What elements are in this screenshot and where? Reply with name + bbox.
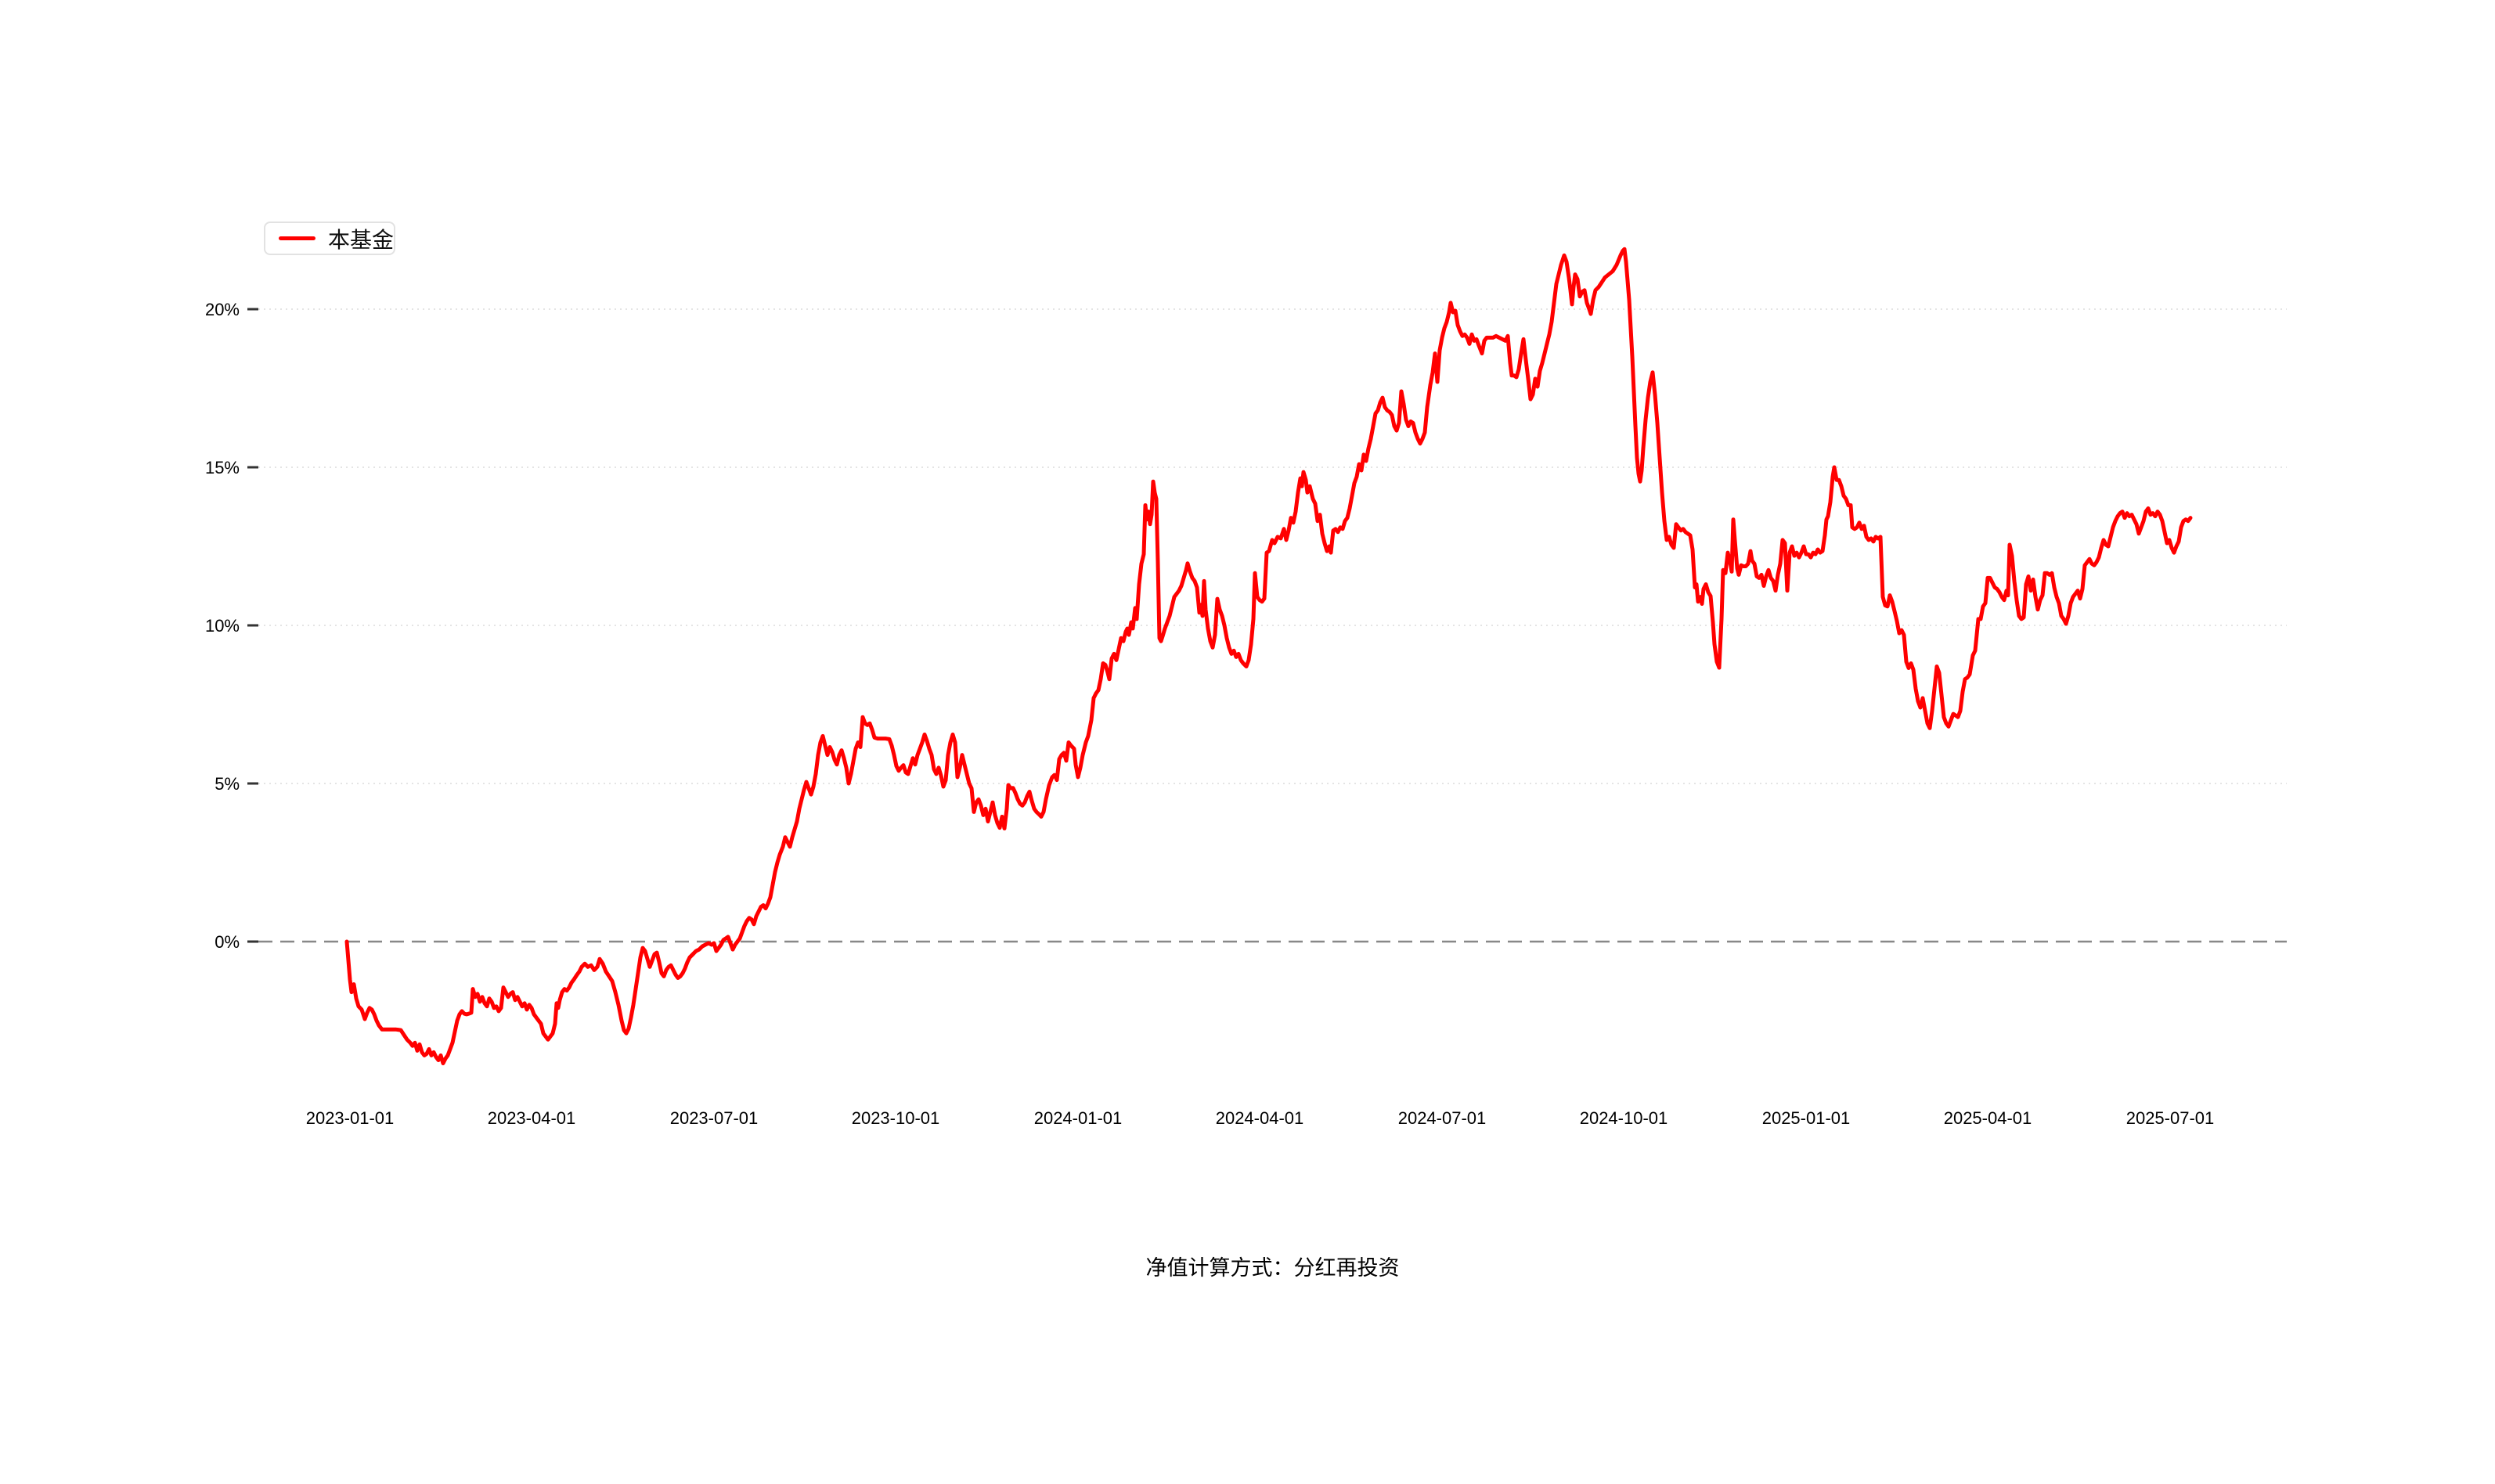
y-axis-label: 20%	[205, 300, 240, 319]
x-axis-label: 2024-01-01	[1034, 1108, 1123, 1128]
x-axis-label: 2024-10-01	[1580, 1108, 1668, 1128]
y-axis-tick-mark	[247, 624, 258, 627]
x-axis-label: 2025-07-01	[2126, 1108, 2215, 1128]
legend-label: 本基金	[327, 227, 394, 252]
y-axis-label: 15%	[205, 458, 240, 477]
y-axis-tick-mark	[247, 940, 258, 943]
nav-calculation-caption: 净值计算方式：分红再投资	[1145, 1256, 1400, 1280]
y-axis-tick-mark	[247, 308, 258, 311]
y-axis-label: 5%	[215, 774, 240, 794]
y-axis-label: 10%	[205, 616, 240, 636]
x-axis-label: 2024-07-01	[1398, 1108, 1487, 1128]
y-axis-tick-mark	[247, 782, 258, 785]
x-axis-label: 2025-01-01	[1762, 1108, 1851, 1128]
legend-line-swatch	[279, 236, 315, 240]
x-axis-label: 2025-04-01	[1944, 1108, 2032, 1128]
x-axis-label: 2023-04-01	[488, 1108, 576, 1128]
fund-series-line[interactable]	[344, 247, 2193, 1065]
x-axis-label: 2024-04-01	[1216, 1108, 1304, 1128]
y-axis-tick-mark	[247, 466, 258, 469]
x-axis-label: 2023-10-01	[852, 1108, 940, 1128]
x-axis-label: 2023-07-01	[670, 1108, 759, 1128]
legend-item-fund[interactable]: 本基金	[264, 222, 395, 255]
x-axis-label: 2023-01-01	[306, 1108, 395, 1128]
y-axis-label: 0%	[215, 932, 240, 952]
